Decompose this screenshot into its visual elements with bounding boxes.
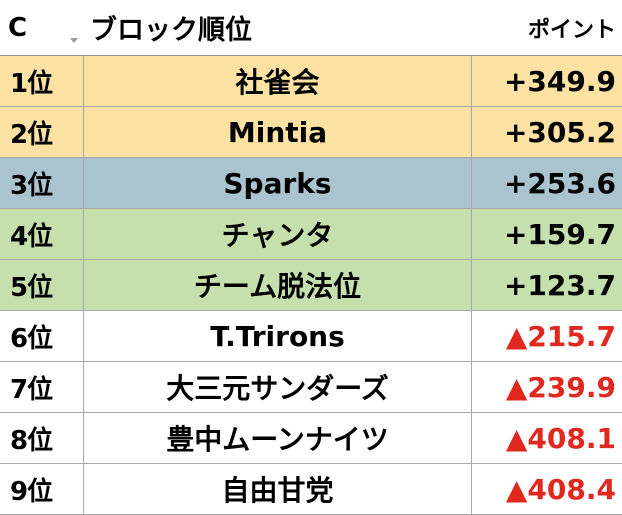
header-cell-block-rank[interactable]: ブロック順位	[84, 0, 472, 55]
points-cell[interactable]: ▲215.7	[472, 311, 622, 361]
points-cell[interactable]: ▲408.4	[472, 464, 622, 514]
team-cell[interactable]: チャンタ	[84, 209, 472, 259]
table-row: 9位 自由甘党 ▲408.4	[0, 464, 622, 515]
points-value: ▲408.1	[505, 421, 616, 455]
points-value: ▲239.9	[505, 370, 616, 404]
points-cell[interactable]: +253.6	[472, 158, 622, 208]
rank-cell[interactable]: 5位	[0, 260, 84, 310]
table-row: 6位 T.Trirons ▲215.7	[0, 311, 622, 362]
header-cell-column-c[interactable]: C	[0, 0, 84, 55]
points-cell[interactable]: +305.2	[472, 107, 622, 157]
rank-label: 7位	[10, 374, 53, 405]
column-letter: C	[8, 12, 28, 43]
points-cell[interactable]: +349.9	[472, 56, 622, 106]
team-cell[interactable]: チーム脱法位	[84, 260, 472, 310]
rank-cell[interactable]: 7位	[0, 362, 84, 412]
table-row: 3位 Sparks +253.6	[0, 158, 622, 209]
rank-label: 4位	[10, 221, 53, 252]
header-cell-points[interactable]: ポイント	[472, 0, 622, 55]
table-row: 1位 社雀会 +349.9	[0, 56, 622, 107]
team-name: チャンタ	[221, 219, 334, 252]
rank-label: 3位	[10, 170, 53, 201]
rank-label: 5位	[10, 272, 53, 303]
table-row: 7位 大三元サンダーズ ▲239.9	[0, 362, 622, 413]
team-name: 自由甘党	[221, 474, 334, 507]
rank-label: 8位	[10, 425, 53, 456]
rank-label: 2位	[10, 119, 53, 150]
points-heading: ポイント	[527, 17, 616, 43]
rank-label: 1位	[10, 68, 53, 99]
rank-cell[interactable]: 6位	[0, 311, 84, 361]
team-name: 大三元サンダーズ	[166, 372, 389, 405]
table-row: 2位 Mintia +305.2	[0, 107, 622, 158]
points-value: ▲215.7	[505, 319, 616, 353]
team-name: T.Trirons	[210, 319, 345, 353]
rank-cell[interactable]: 2位	[0, 107, 84, 157]
points-value: +123.7	[503, 268, 616, 302]
team-cell[interactable]: T.Trirons	[84, 311, 472, 361]
team-name: 豊中ムーンナイツ	[166, 423, 389, 456]
block-rank-heading: ブロック順位	[90, 15, 252, 46]
team-cell[interactable]: 社雀会	[84, 56, 472, 106]
table-row: 8位 豊中ムーンナイツ ▲408.1	[0, 413, 622, 464]
points-value: ▲408.4	[505, 472, 616, 506]
filter-dropdown-icon[interactable]	[70, 38, 78, 43]
points-value: +253.6	[503, 166, 616, 200]
header-row: C ブロック順位 ポイント	[0, 0, 622, 56]
rank-label: 9位	[10, 476, 53, 507]
table-row: 5位 チーム脱法位 +123.7	[0, 260, 622, 311]
points-cell[interactable]: +123.7	[472, 260, 622, 310]
table-row: 4位 チャンタ +159.7	[0, 209, 622, 260]
points-cell[interactable]: +159.7	[472, 209, 622, 259]
rank-cell[interactable]: 8位	[0, 413, 84, 463]
team-cell[interactable]: Mintia	[84, 107, 472, 157]
team-cell[interactable]: 大三元サンダーズ	[84, 362, 472, 412]
rank-cell[interactable]: 3位	[0, 158, 84, 208]
rank-cell[interactable]: 1位	[0, 56, 84, 106]
rank-cell[interactable]: 9位	[0, 464, 84, 514]
rank-cell[interactable]: 4位	[0, 209, 84, 259]
team-cell[interactable]: 自由甘党	[84, 464, 472, 514]
team-name: 社雀会	[235, 66, 320, 99]
points-value: +159.7	[503, 217, 616, 251]
team-name: Sparks	[223, 166, 332, 200]
points-value: +349.9	[503, 64, 616, 98]
team-cell[interactable]: 豊中ムーンナイツ	[84, 413, 472, 463]
team-name: Mintia	[227, 115, 328, 149]
points-cell[interactable]: ▲239.9	[472, 362, 622, 412]
rank-label: 6位	[10, 323, 53, 354]
team-name: チーム脱法位	[193, 270, 362, 303]
team-cell[interactable]: Sparks	[84, 158, 472, 208]
points-cell[interactable]: ▲408.1	[472, 413, 622, 463]
points-value: +305.2	[503, 115, 616, 149]
